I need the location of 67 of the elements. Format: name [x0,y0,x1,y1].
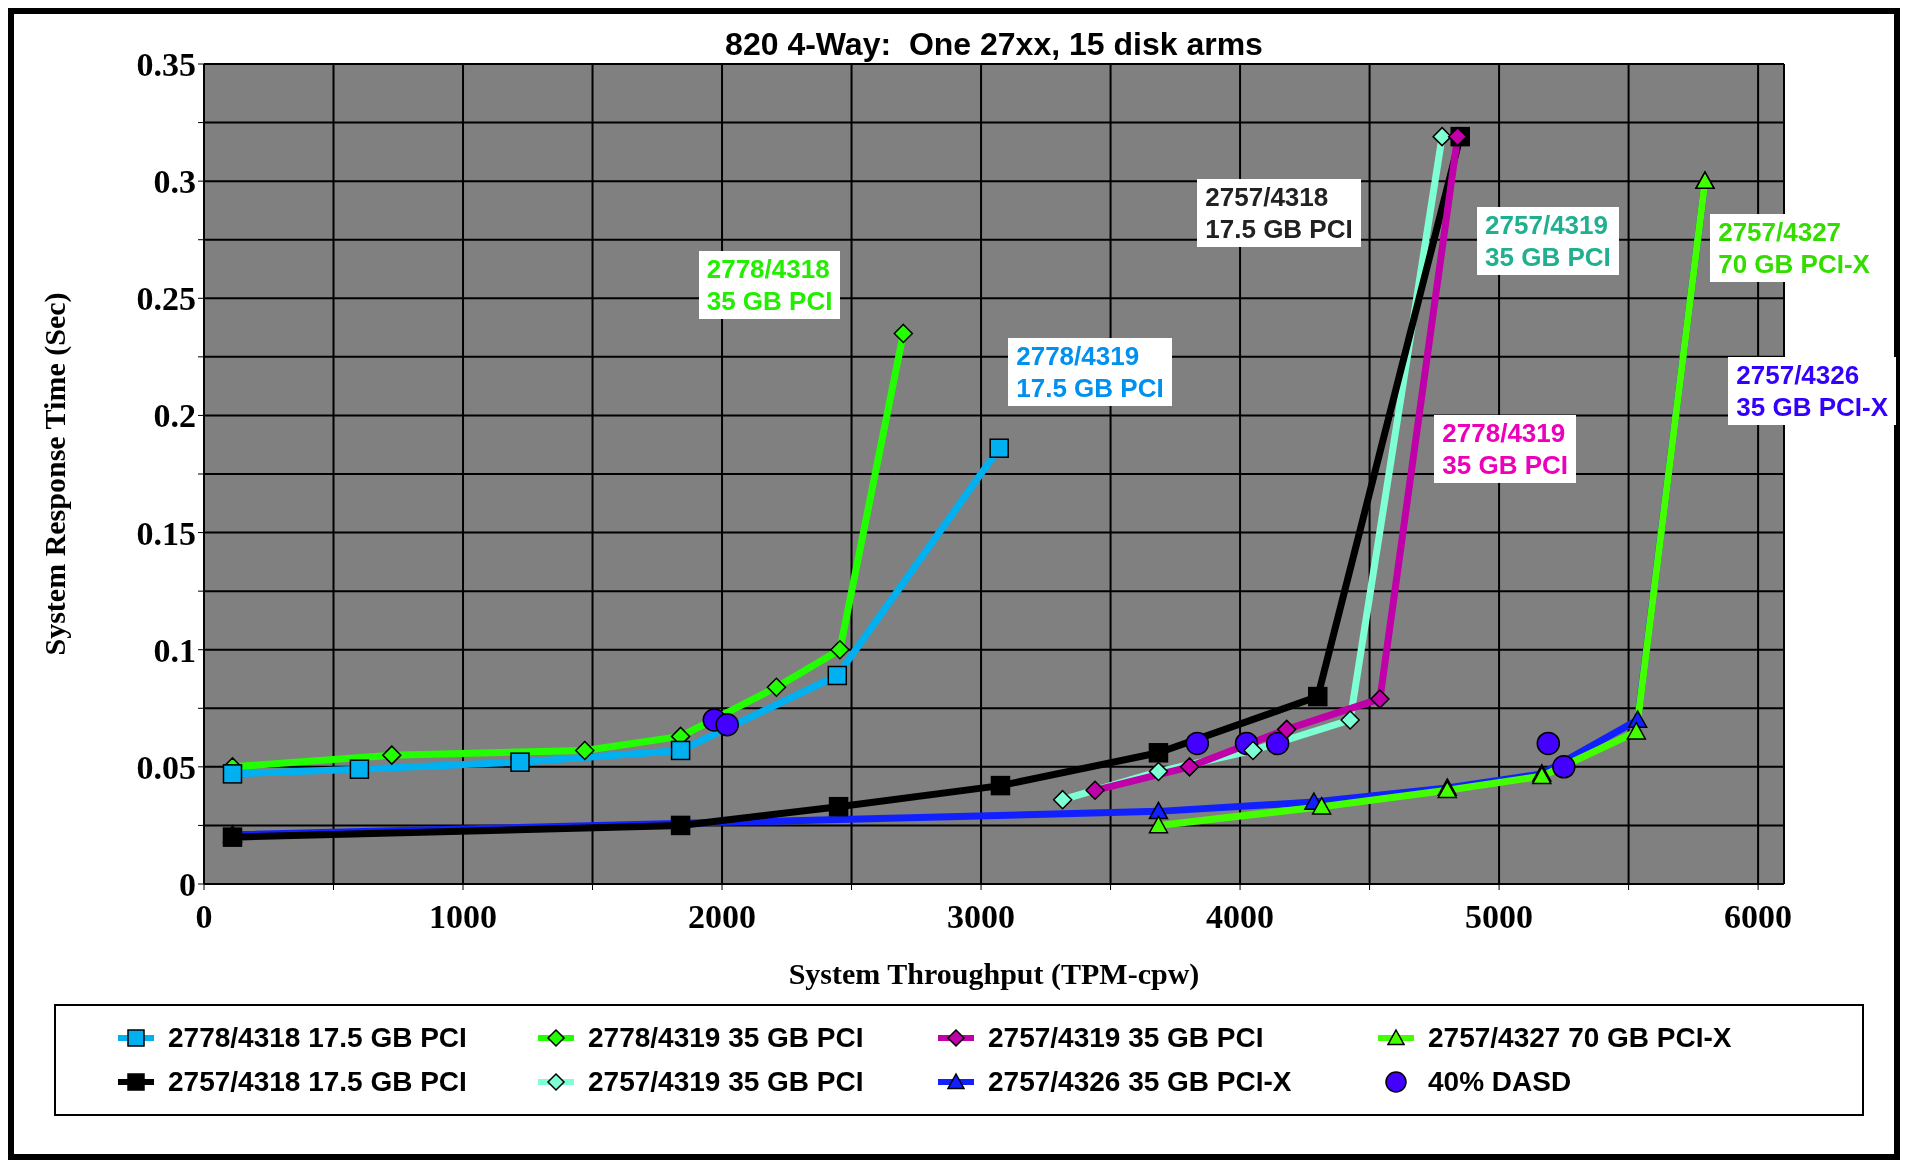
legend-label: 2757/4319 35 GB PCI [987,1021,1265,1055]
annotation: 2778/4319 35 GB PCI [1434,415,1577,484]
point [1052,789,1073,810]
chart-title: 820 4-Way: One 27xx, 15 disk arms [724,26,1264,63]
point [222,764,243,784]
point [989,438,1009,458]
x-tick-label: 2000 [688,898,757,936]
point [1340,710,1360,730]
point [670,815,691,836]
x-tick-label: 3000 [947,898,1016,936]
point [1243,740,1263,761]
point [830,639,850,660]
point [1148,801,1169,820]
point [828,796,849,817]
point [1276,719,1297,740]
point [1148,815,1169,834]
point [1148,761,1169,782]
point [990,775,1011,796]
point [1432,126,1452,147]
annotation: 2757/4326 35 GB PCI-X [1728,356,1897,425]
y-tick-label: 0.25 [136,280,196,318]
y-tick-label: 0.35 [136,46,196,84]
legend-label: 2757/4319 35 GB PCI [587,1065,865,1099]
point [670,740,691,761]
x-tick-label: 5000 [1465,898,1534,936]
legend-label: 2757/4327 70 GB PCI-X [1427,1021,1733,1055]
point [1552,755,1576,779]
y-tick-label: 0.2 [153,397,196,435]
legend-label: 2757/4318 17.5 GB PCI [167,1065,468,1099]
annotation: 2778/4319 17.5 GB PCI [1008,338,1172,407]
point [1085,780,1105,801]
x-tick-label: 4000 [1206,898,1275,936]
annotation: 2757/4327 70 GB PCI-X [1710,213,1878,282]
y-tick-label: 0.1 [153,631,196,669]
point [1626,721,1647,740]
point [1265,731,1290,756]
y-tick-label: 0.05 [136,748,196,786]
y-tick-label: 0 [179,866,196,904]
point [715,712,739,737]
point [1308,686,1328,707]
y-tick-label: 0.15 [136,514,196,552]
point [827,665,848,686]
y-axis-title: System Response Time (Sec) [37,292,72,656]
legend-label: 2757/4326 35 GB PCI-X [987,1065,1293,1099]
point [1311,796,1332,815]
annotation: 2757/4318 17.5 GB PCI [1197,178,1361,247]
point [222,827,243,847]
annotation: 2757/4319 35 GB PCI [1477,206,1619,275]
point [510,752,530,772]
point [1370,689,1390,709]
point [893,323,914,344]
point [382,745,402,765]
point [349,759,370,779]
point [1185,731,1210,756]
legend-label: 2778/4319 35 GB PCI [587,1021,865,1055]
legend-label: 40% DASD [1427,1065,1573,1099]
x-tick-label: 6000 [1724,898,1793,936]
point [1536,731,1561,756]
point [1148,743,1169,763]
point [766,677,787,697]
legend-label: 2778/4318 17.5 GB PCI [167,1021,468,1055]
point [575,740,595,761]
x-tick-label: 1000 [429,898,498,936]
y-tick-label: 0.3 [153,163,196,201]
annotation: 2778/4318 35 GB PCI [698,251,841,320]
point [1179,757,1200,777]
x-axis-title: System Throughput (TPM-cpw) [788,957,1200,991]
